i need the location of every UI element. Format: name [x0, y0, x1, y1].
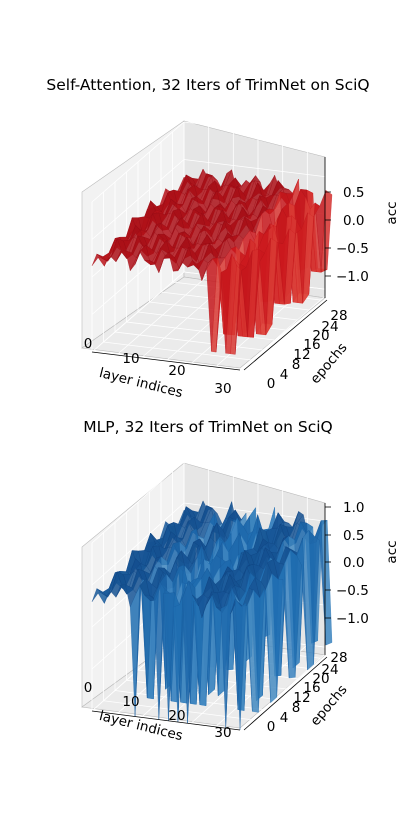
grid-line — [103, 341, 252, 361]
grid-line — [91, 502, 185, 586]
y-tick-label: 8 — [292, 700, 301, 716]
z-axis-label: acc — [384, 540, 400, 563]
x-tick-label: 10 — [122, 694, 139, 710]
y-axis-line — [243, 299, 328, 371]
grid-line — [91, 121, 185, 203]
z-axis: −1.0 −0.5 0.0 0.5 1.0 acc — [324, 500, 400, 655]
grid-line — [183, 121, 333, 141]
grid-line — [114, 331, 264, 351]
z-tick-label: 1.0 — [343, 500, 364, 516]
x-tick-label: 0 — [84, 680, 93, 696]
z-tick-label: 0.0 — [343, 213, 364, 229]
chart-mlp: MLP, 32 Iters of TrimNet on SciQ −1.0 −0… — [81, 418, 400, 744]
z-tick-label: 0.5 — [343, 528, 364, 544]
chart-title: Self-Attention, 32 Iters of TrimNet on S… — [46, 76, 369, 94]
y-tick-label: 20 — [312, 328, 329, 344]
z-tick-label: −1.0 — [336, 611, 369, 627]
y-tick-label: 0 — [267, 719, 276, 735]
chart-self-attention: Self-Attention, 32 Iters of TrimNet on S… — [46, 76, 400, 401]
y-tick-label: 28 — [330, 308, 347, 324]
y-tick-label: 8 — [292, 357, 301, 373]
grid-line — [183, 159, 333, 178]
x-tick-label: 0 — [84, 336, 93, 352]
surface-patch — [235, 598, 247, 731]
surface — [91, 168, 333, 355]
y-tick-label: 4 — [280, 367, 289, 383]
x-tick-label: 30 — [214, 725, 231, 741]
grid-line — [183, 502, 333, 523]
y-tick-label: 0 — [267, 376, 276, 392]
grid-line — [183, 460, 333, 481]
y-tick-label: 16 — [303, 337, 320, 353]
z-axis: −1.0 −0.5 0.0 0.5 acc — [324, 157, 400, 298]
y-tick-label: 28 — [330, 650, 347, 666]
grid-line — [91, 460, 185, 544]
z-tick-label: −0.5 — [336, 583, 369, 599]
y-tick-label: 12 — [293, 347, 310, 363]
x-tick-label: 30 — [214, 381, 231, 397]
x-tick-label: 20 — [168, 363, 185, 379]
z-tick-label: 0.5 — [343, 185, 364, 201]
z-axis-label: acc — [384, 201, 400, 224]
z-tick-label: 0.0 — [343, 555, 364, 571]
y-tick-label: 24 — [321, 319, 338, 335]
grid-line — [91, 159, 185, 240]
grid-line — [91, 271, 185, 353]
z-tick-label: −0.5 — [336, 241, 369, 257]
chart-title: MLP, 32 Iters of TrimNet on SciQ — [83, 418, 333, 436]
y-tick-label: 12 — [293, 690, 310, 706]
y-tick-label: 4 — [280, 710, 289, 726]
y-tick-label: 24 — [321, 662, 338, 678]
x-axis-line — [91, 351, 241, 371]
surface-patch — [235, 263, 247, 355]
surface — [91, 500, 333, 731]
y-tick-label: 20 — [312, 671, 329, 687]
y-tick-label: 16 — [303, 680, 320, 696]
y-axis-line — [243, 656, 328, 731]
z-tick-label: −1.0 — [336, 269, 369, 285]
x-tick-label: 10 — [122, 351, 139, 367]
x-tick-label: 20 — [168, 708, 185, 724]
x-axis-line — [91, 710, 241, 731]
